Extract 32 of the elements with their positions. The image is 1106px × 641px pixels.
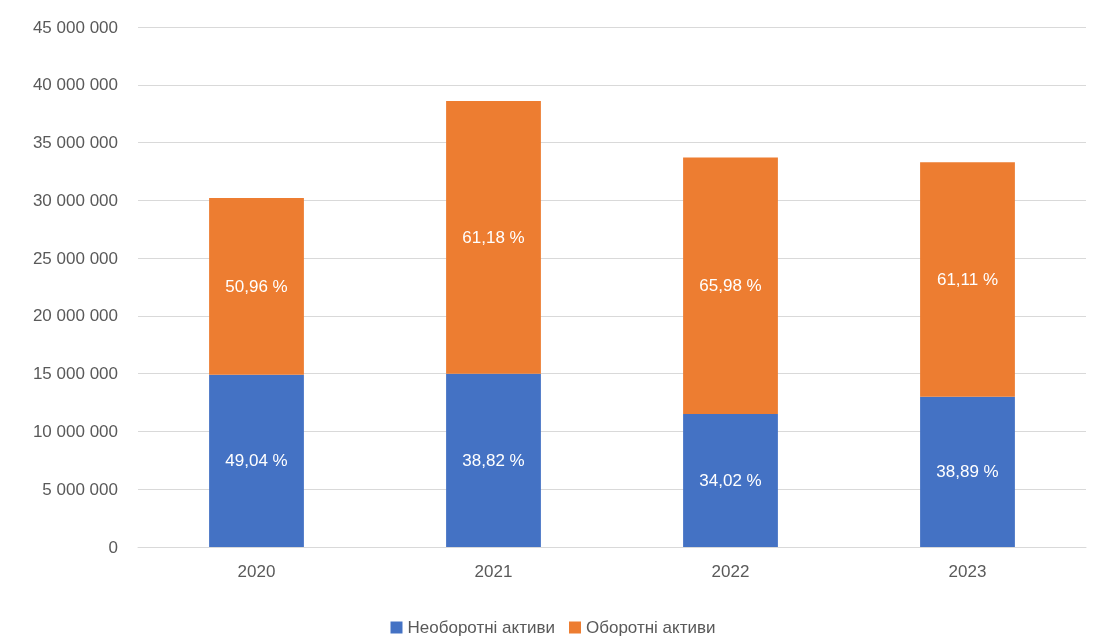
y-tick-label: 35 000 000 [32,133,118,153]
y-tick-label: 5 000 000 [42,479,118,499]
y-tick-label: 10 000 000 [32,421,118,441]
y-tick-label: 15 000 000 [32,364,118,384]
annotation: 65,98 % [699,276,762,296]
y-tick-label: 40 000 000 [32,75,118,95]
bar [683,414,778,547]
annotation: 34,02 % [699,471,762,491]
annotation: 61,11 % [936,269,999,289]
x-tick-label: 2022 [711,562,750,581]
x-tick-label: 2021 [474,562,513,581]
x-tick-label: 2023 [948,562,987,581]
legend-label: Оборотні активи [585,618,716,637]
annotation: 49,04 % [225,451,288,471]
bar [683,157,778,415]
x-tick-label: 2020 [237,562,276,581]
bar [446,100,541,374]
y-tick-label: 25 000 000 [32,248,118,268]
annotation: 50,96 % [225,276,288,296]
bar [209,198,304,375]
y-tick-label: 0 [108,537,118,557]
annotation: 61,18 % [462,227,525,247]
annotation: 38,82 % [462,450,525,470]
bar [920,162,1015,397]
bar [920,396,1015,547]
annotation: 38,89 % [936,462,999,482]
y-tick-label: 20 000 000 [32,306,118,326]
bar [209,374,304,547]
bar [446,373,541,547]
y-tick-label: 45 000 000 [32,17,118,37]
y-tick-label: 30 000 000 [32,190,118,210]
legend-label: Необоротні активи [407,618,555,637]
